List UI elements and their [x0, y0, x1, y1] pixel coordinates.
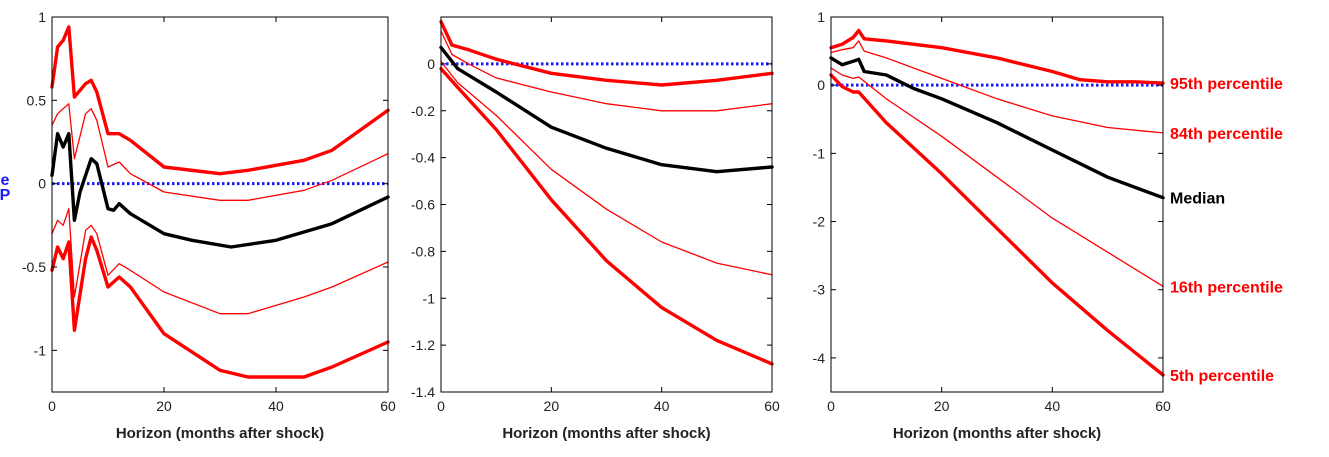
series-line-median	[829, 56, 1165, 200]
series-line-p16	[440, 60, 773, 276]
series-annotation-p84: 84th percentile	[1170, 126, 1283, 143]
series-line-p84	[830, 40, 1164, 134]
y-tick-label: 0	[427, 56, 435, 72]
x-axis-label: Horizon (months after shock)	[893, 425, 1101, 442]
x-axis-label: Horizon (months after shock)	[116, 425, 324, 442]
x-tick-label: 40	[654, 398, 670, 414]
series-annotation-p5: 5th percentile	[1170, 368, 1274, 385]
series-line-p84	[440, 30, 773, 112]
x-tick-label: 20	[934, 398, 950, 414]
series-annotation-median: Median	[1170, 191, 1225, 208]
x-tick-label: 60	[764, 398, 780, 414]
series-line-p5	[439, 66, 774, 366]
x-tick-label: 0	[437, 398, 445, 414]
x-tick-label: 20	[156, 398, 172, 414]
x-tick-label: 60	[1155, 398, 1171, 414]
plot-frame	[440, 16, 773, 393]
x-axis-label: Horizon (months after shock)	[502, 425, 710, 442]
x-tick-label: 20	[544, 398, 560, 414]
edge-label-top: e	[1, 172, 10, 189]
y-tick-label: -1	[34, 342, 47, 358]
chart-panel-1: 0 20 40 60 -1 -0.5 0 0.5 1 Horizon (months after …	[22, 9, 396, 442]
y-tick-label: -0.4	[411, 150, 435, 166]
series-line-median	[439, 45, 774, 174]
plot-frame	[830, 16, 1164, 393]
series-line-p84	[51, 103, 389, 201]
x-tick-label: 60	[380, 398, 396, 414]
y-tick-label: 0	[38, 176, 46, 192]
series-line-median	[50, 131, 390, 249]
y-tick-label: -1.4	[411, 384, 435, 400]
y-tick-label: -0.6	[411, 197, 435, 213]
x-tick-label: 40	[1045, 398, 1061, 414]
y-tick-label: 0.5	[27, 92, 47, 108]
y-tick-label: 1	[817, 9, 825, 25]
y-tick-label: -0.2	[411, 103, 435, 119]
series-annotation-p16: 16th percentile	[1170, 279, 1283, 296]
y-tick-label: -2	[813, 214, 826, 230]
series-line-p95	[439, 20, 774, 87]
series-line-p5	[50, 235, 390, 379]
y-tick-label: -0.8	[411, 243, 435, 259]
chart-panel-3: 0 20 40 60 -4 -3 -2 -1 0 1 Horizon (months after s…	[813, 9, 1283, 442]
plot-frame	[51, 16, 389, 393]
x-tick-label: 0	[827, 398, 835, 414]
y-tick-label: -1	[813, 145, 826, 161]
series-line-p16	[830, 67, 1164, 287]
series-line-p95	[50, 25, 390, 176]
y-tick-label: 0	[817, 77, 825, 93]
chart-panel-2: 0 20 40 60 -1.4 -1.2 -1 -0.8 -0.6 -0.4 -0.2 0 Horizo…	[411, 16, 780, 442]
x-tick-label: 40	[268, 398, 284, 414]
y-tick-label: -1	[423, 290, 436, 306]
series-line-p16	[51, 208, 389, 315]
series-line-p5	[829, 73, 1165, 377]
y-tick-label: -3	[813, 282, 826, 298]
y-tick-label: -4	[813, 350, 826, 366]
y-tick-label: 1	[38, 9, 46, 25]
series-annotation-p95: 95th percentile	[1170, 76, 1283, 93]
x-tick-label: 0	[48, 398, 56, 414]
series-line-p95	[829, 28, 1165, 85]
y-tick-label: -0.5	[22, 259, 46, 275]
chart-panels: 0 20 40 60 -1 -0.5 0 0.5 1 Horizon (months after …	[22, 9, 1283, 442]
y-tick-label: -1.2	[411, 337, 435, 353]
edge-label-bottom: P	[0, 187, 11, 204]
